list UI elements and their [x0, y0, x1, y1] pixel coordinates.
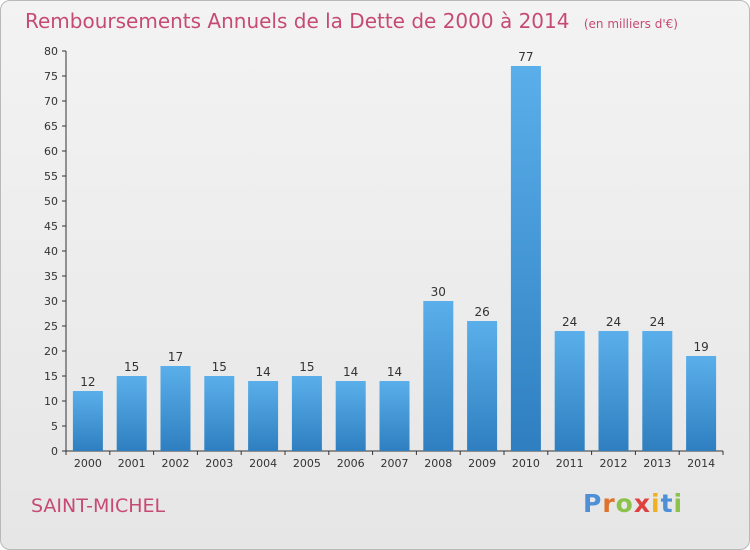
bar [116, 376, 147, 451]
logo-letter: P [583, 489, 603, 518]
y-tick-label: 25 [44, 320, 58, 333]
logo-letter: i [673, 489, 684, 518]
bar [642, 331, 673, 451]
bar-value-label: 14 [387, 365, 402, 379]
y-tick-label: 5 [51, 420, 58, 433]
x-tick-label: 2011 [556, 457, 584, 470]
bar [379, 381, 410, 451]
x-tick-label: 2009 [468, 457, 496, 470]
bar [686, 356, 717, 451]
y-tick-label: 75 [44, 70, 58, 83]
bar-value-label: 26 [474, 305, 489, 319]
y-tick-label: 80 [44, 45, 58, 58]
y-tick-label: 55 [44, 170, 58, 183]
bar [291, 376, 322, 451]
x-tick-label: 2002 [162, 457, 190, 470]
y-tick-label: 20 [44, 345, 58, 358]
bar-value-label: 12 [80, 375, 95, 389]
bar [248, 381, 279, 451]
bar-value-label: 19 [693, 340, 708, 354]
bar-value-label: 24 [562, 315, 577, 329]
y-tick-label: 40 [44, 245, 58, 258]
y-tick-label: 65 [44, 120, 58, 133]
y-tick-label: 70 [44, 95, 58, 108]
city-name: SAINT-MICHEL [31, 495, 166, 517]
x-tick-label: 2008 [424, 457, 452, 470]
bar [204, 376, 235, 451]
logo-letter: t [660, 489, 674, 518]
bar-value-label: 24 [606, 315, 621, 329]
bar [72, 391, 103, 451]
bar [335, 381, 366, 451]
logo-letter: r [602, 489, 616, 518]
bar [467, 321, 498, 451]
y-tick-label: 50 [44, 195, 58, 208]
y-tick-label: 30 [44, 295, 58, 308]
bar-value-label: 14 [343, 365, 358, 379]
x-tick-label: 2010 [512, 457, 540, 470]
y-tick-label: 45 [44, 220, 58, 233]
bar-value-label: 14 [255, 365, 270, 379]
chart-title-text: Remboursements Annuels de la Dette de 20… [25, 9, 570, 33]
x-tick-label: 2004 [249, 457, 277, 470]
bar [598, 331, 629, 451]
bar [423, 301, 454, 451]
logo-letter: x [633, 489, 651, 518]
y-tick-label: 15 [44, 370, 58, 383]
x-tick-label: 2007 [381, 457, 409, 470]
bar-value-label: 24 [650, 315, 665, 329]
y-tick-label: 10 [44, 395, 58, 408]
bar [554, 331, 585, 451]
x-tick-label: 2014 [687, 457, 715, 470]
x-tick-label: 2013 [643, 457, 671, 470]
y-tick-label: 0 [51, 445, 58, 458]
x-tick-label: 2000 [74, 457, 102, 470]
x-tick-label: 2005 [293, 457, 321, 470]
bar-value-label: 77 [518, 50, 533, 64]
bar [160, 366, 191, 451]
x-tick-label: 2001 [118, 457, 146, 470]
logo-letter: o [615, 489, 634, 518]
chart-title: Remboursements Annuels de la Dette de 20… [25, 9, 678, 33]
x-tick-label: 2003 [205, 457, 233, 470]
bar-value-label: 30 [431, 285, 446, 299]
x-tick-label: 2006 [337, 457, 365, 470]
y-tick-label: 60 [44, 145, 58, 158]
bar-value-label: 15 [124, 360, 139, 374]
proxiti-logo[interactable]: Proxiti [583, 489, 683, 518]
y-tick-label: 35 [44, 270, 58, 283]
bar [510, 66, 541, 451]
logo-letter: i [651, 489, 661, 518]
x-tick-label: 2012 [600, 457, 628, 470]
bar-value-label: 17 [168, 350, 183, 364]
chart-unit-label: (en milliers d'€) [583, 17, 678, 31]
bar-value-label: 15 [299, 360, 314, 374]
bar-value-label: 15 [212, 360, 227, 374]
